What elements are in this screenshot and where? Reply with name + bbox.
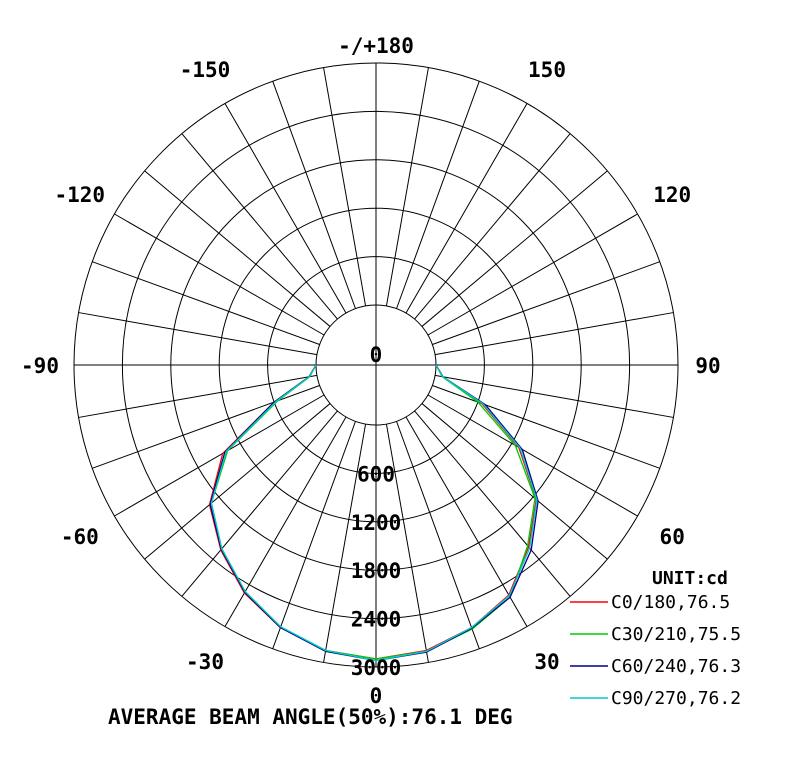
radial-tick-label: 2400 (351, 608, 402, 632)
angle-label: 0 (370, 684, 383, 708)
angle-label: -120 (55, 183, 106, 207)
grid-spoke (272, 421, 356, 649)
grid-spoke (427, 394, 638, 517)
radial-tick-label: 1800 (351, 559, 402, 583)
grid-spoke (323, 67, 367, 306)
angle-label: 30 (534, 650, 559, 674)
grid-spoke (181, 133, 338, 320)
legend-entry: C90/270,76.2 (611, 688, 741, 709)
legend: UNIT:cd C0/180,76.5 C30/210,75.5 C60/240,7… (570, 568, 741, 709)
legend-entry: C0/180,76.5 (611, 592, 730, 613)
grid-spoke (405, 103, 528, 314)
grid-spoke (78, 374, 317, 418)
grid-spoke (405, 416, 528, 627)
grid-spoke (414, 410, 571, 597)
grid-spoke (421, 170, 608, 327)
grid-spoke (435, 374, 674, 418)
grid-spoke (144, 403, 331, 560)
legend-entry: C60/240,76.3 (611, 656, 741, 677)
grid-spoke (385, 424, 429, 663)
grid-spoke (78, 312, 317, 356)
grid-spoke (396, 81, 480, 309)
angle-label: 120 (653, 183, 691, 207)
grid-spoke (272, 81, 356, 309)
grid-spoke (92, 385, 320, 469)
grid-spoke (435, 312, 674, 356)
grid-spoke (181, 410, 338, 597)
beam-angle-footer: AVERAGE BEAM ANGLE(50%):76.1 DEG (108, 705, 513, 729)
radial-tick-label: 3000 (351, 656, 402, 680)
grid-spoke (432, 261, 660, 345)
grid-spoke (144, 170, 331, 327)
angle-label: 60 (660, 525, 685, 549)
radial-tick-label: 1200 (351, 511, 402, 535)
radial-tick-label: 600 (357, 462, 395, 486)
grid-spoke (421, 403, 608, 560)
grid-spoke (414, 133, 571, 320)
angle-label: -90 (21, 354, 59, 378)
angle-label: 90 (695, 354, 720, 378)
grid-spoke (432, 385, 660, 469)
angle-label: -60 (61, 525, 99, 549)
grid-spoke (396, 421, 480, 649)
curve-c90 (210, 364, 538, 662)
intensity-curves (208, 364, 539, 662)
grid-spoke (385, 67, 429, 306)
polar-grid (73, 62, 679, 668)
legend-entry: C30/210,75.5 (611, 624, 741, 645)
angle-labels: -/+180 150 -150 120 -120 90 -90 60 -60 30 -30 0 (21, 34, 721, 708)
radial-tick-labels: 0 600 1200 1800 2400 3000 (351, 343, 402, 680)
radial-tick-label: 0 (370, 343, 383, 367)
grid-spoke (323, 424, 367, 663)
grid-spoke (114, 213, 325, 336)
grid-spoke (427, 213, 638, 336)
unit-label: UNIT:cd (652, 568, 728, 589)
grid-spoke (224, 103, 347, 314)
angle-label: 150 (528, 58, 566, 82)
grid-spoke (114, 394, 325, 517)
angle-label: -/+180 (338, 34, 414, 58)
angle-label: -30 (186, 650, 224, 674)
grid-spoke (92, 261, 320, 345)
angle-label: -150 (180, 58, 231, 82)
